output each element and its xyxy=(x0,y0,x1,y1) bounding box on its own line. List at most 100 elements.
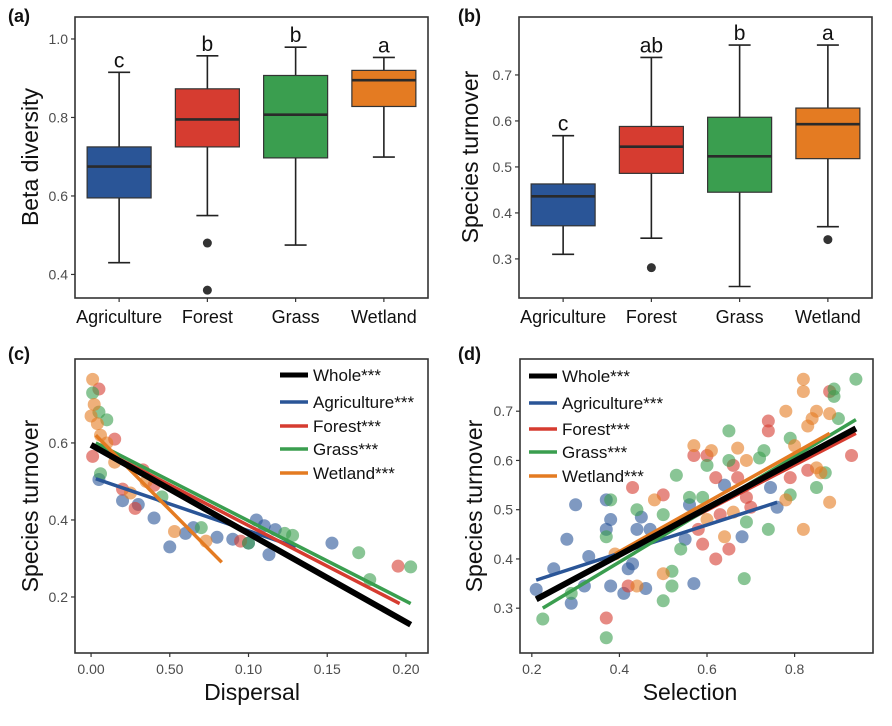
y-axis-title: Beta diversity xyxy=(17,87,43,226)
y-tick-label: 0.3 xyxy=(493,251,513,267)
x-tick-label: 0.2 xyxy=(522,661,542,677)
panel-b xyxy=(515,16,873,302)
point-grass xyxy=(242,536,256,550)
point-agriculture xyxy=(604,579,618,593)
point-grass xyxy=(94,467,108,481)
panel-label: (c) xyxy=(8,344,30,364)
point-wetland xyxy=(90,417,104,431)
panel-d xyxy=(516,358,874,657)
point-agriculture xyxy=(630,522,644,536)
y-tick-label: 0.4 xyxy=(494,551,514,567)
point-forest xyxy=(391,559,405,573)
point-grass xyxy=(810,481,824,495)
box-forest xyxy=(174,55,240,295)
point-wetland xyxy=(86,372,100,386)
y-tick-label: 0.6 xyxy=(49,188,69,204)
plot-frame xyxy=(74,16,429,299)
point-grass xyxy=(696,490,710,504)
x-tick-label: 0.15 xyxy=(314,661,341,677)
outlier-point xyxy=(202,238,212,248)
box-iqr xyxy=(86,146,152,199)
y-tick-label: 0.2 xyxy=(49,589,69,605)
point-grass xyxy=(286,528,300,542)
y-tick-label: 0.6 xyxy=(493,113,513,129)
panel-label: (d) xyxy=(458,344,481,364)
plot-area xyxy=(529,372,863,645)
box-iqr xyxy=(351,69,417,108)
point-grass xyxy=(722,453,736,467)
point-grass xyxy=(86,386,100,400)
y-tick-label: 0.4 xyxy=(49,512,69,528)
point-grass xyxy=(849,372,863,386)
point-grass xyxy=(665,579,679,593)
point-forest xyxy=(761,414,775,428)
significance-letter: c xyxy=(558,113,569,136)
point-grass xyxy=(737,572,751,586)
point-wetland xyxy=(788,439,802,453)
point-wetland xyxy=(739,453,753,467)
point-grass xyxy=(599,631,613,645)
x-axis-title: Dispersal xyxy=(204,679,300,705)
point-grass xyxy=(536,612,550,626)
point-agriculture xyxy=(210,530,224,544)
panel-label: (a) xyxy=(8,6,30,26)
fit-line-whole xyxy=(534,425,858,602)
outlier-point xyxy=(646,263,656,273)
legend-label: Wetland*** xyxy=(313,464,395,483)
y-tick-label: 0.6 xyxy=(494,452,514,468)
point-wetland xyxy=(718,530,732,544)
legend-label: Grass*** xyxy=(562,443,628,462)
point-grass xyxy=(352,546,366,560)
point-forest xyxy=(783,471,797,485)
x-category-label: Grass xyxy=(272,307,320,327)
box-iqr xyxy=(263,74,329,159)
point-agriculture xyxy=(569,498,583,512)
point-forest xyxy=(731,471,745,485)
point-wetland xyxy=(731,441,745,455)
point-agriculture xyxy=(678,532,692,546)
point-forest xyxy=(599,611,613,625)
x-tick-label: 0.4 xyxy=(610,661,630,677)
point-grass xyxy=(739,515,753,529)
outlier-point xyxy=(202,285,212,295)
significance-letter: b xyxy=(202,33,214,56)
y-tick-label: 0.6 xyxy=(49,435,69,451)
point-grass xyxy=(674,542,688,556)
point-wetland xyxy=(656,567,670,581)
box-agriculture xyxy=(530,134,596,256)
point-grass xyxy=(656,508,670,522)
box-wetland xyxy=(795,44,861,245)
point-grass xyxy=(599,530,613,544)
fit-line-agriculture xyxy=(95,477,297,549)
point-wetland xyxy=(687,439,701,453)
point-forest xyxy=(845,449,859,463)
x-category-label: Agriculture xyxy=(520,307,606,327)
box-wetland xyxy=(351,56,417,158)
point-forest xyxy=(86,449,100,463)
legend-label: Forest*** xyxy=(313,417,381,436)
point-forest xyxy=(709,471,723,485)
outlier-point xyxy=(823,235,833,245)
point-wetland xyxy=(647,493,661,507)
panel-a xyxy=(71,16,429,302)
point-wetland xyxy=(168,525,182,539)
point-agriculture xyxy=(718,478,732,492)
x-tick-label: 0.20 xyxy=(392,661,419,677)
legend-label: Whole*** xyxy=(313,366,381,385)
box-iqr xyxy=(707,116,773,193)
point-grass xyxy=(669,468,683,482)
y-tick-label: 0.5 xyxy=(494,502,514,518)
point-grass xyxy=(722,424,736,438)
point-wetland xyxy=(704,444,718,458)
point-agriculture xyxy=(147,511,161,525)
x-category-label: Wetland xyxy=(795,307,861,327)
point-wetland xyxy=(779,493,793,507)
panel-label: (b) xyxy=(458,6,481,26)
y-tick-label: 0.7 xyxy=(493,67,513,83)
point-grass xyxy=(700,458,714,472)
x-category-label: Forest xyxy=(182,307,233,327)
y-tick-label: 0.4 xyxy=(49,266,69,282)
point-agriculture xyxy=(626,557,640,571)
point-agriculture xyxy=(560,532,574,546)
y-tick-label: 1.0 xyxy=(49,31,69,47)
